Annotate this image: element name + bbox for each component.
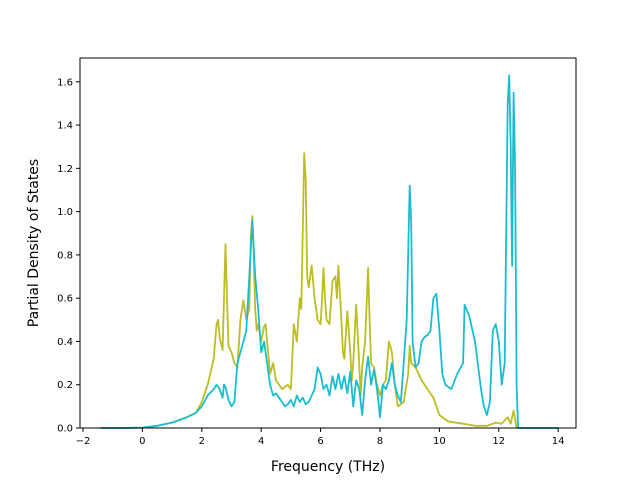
y-axis-ticks: 0.0 0.2 0.4 0.6 0.8 1.0 1.2 1.4 1.6	[57, 77, 80, 435]
x-tick-label: −2	[76, 436, 91, 447]
x-tick-label: 2	[199, 436, 205, 447]
x-axis-ticks: −2 0 2 4 6 8 10 12 14	[76, 428, 565, 447]
y-tick-label: 0.4	[57, 337, 73, 348]
plot-lines	[100, 74, 559, 429]
y-tick-label: 1.6	[57, 77, 73, 88]
x-tick-label: 10	[433, 436, 446, 447]
series-line-2	[100, 74, 559, 429]
x-tick-label: 4	[258, 436, 264, 447]
y-tick-label: 0.2	[57, 380, 73, 391]
y-tick-label: 0.8	[57, 250, 73, 261]
plot-frame	[79, 57, 577, 429]
x-tick-label: 8	[377, 436, 383, 447]
y-tick-label: 0.0	[57, 424, 73, 435]
x-tick-label: 12	[492, 436, 505, 447]
x-tick-label: 14	[552, 436, 565, 447]
x-tick-label: 6	[317, 436, 323, 447]
x-axis-title: Frequency (THz)	[271, 459, 385, 475]
y-tick-label: 1.0	[57, 207, 73, 218]
y-tick-label: 1.4	[57, 121, 73, 132]
y-tick-label: 1.2	[57, 164, 73, 175]
y-tick-label: 0.6	[57, 294, 73, 305]
x-tick-label: 0	[139, 436, 145, 447]
y-axis-title: Partial Density of States	[26, 159, 42, 327]
series-line-1	[100, 152, 559, 429]
